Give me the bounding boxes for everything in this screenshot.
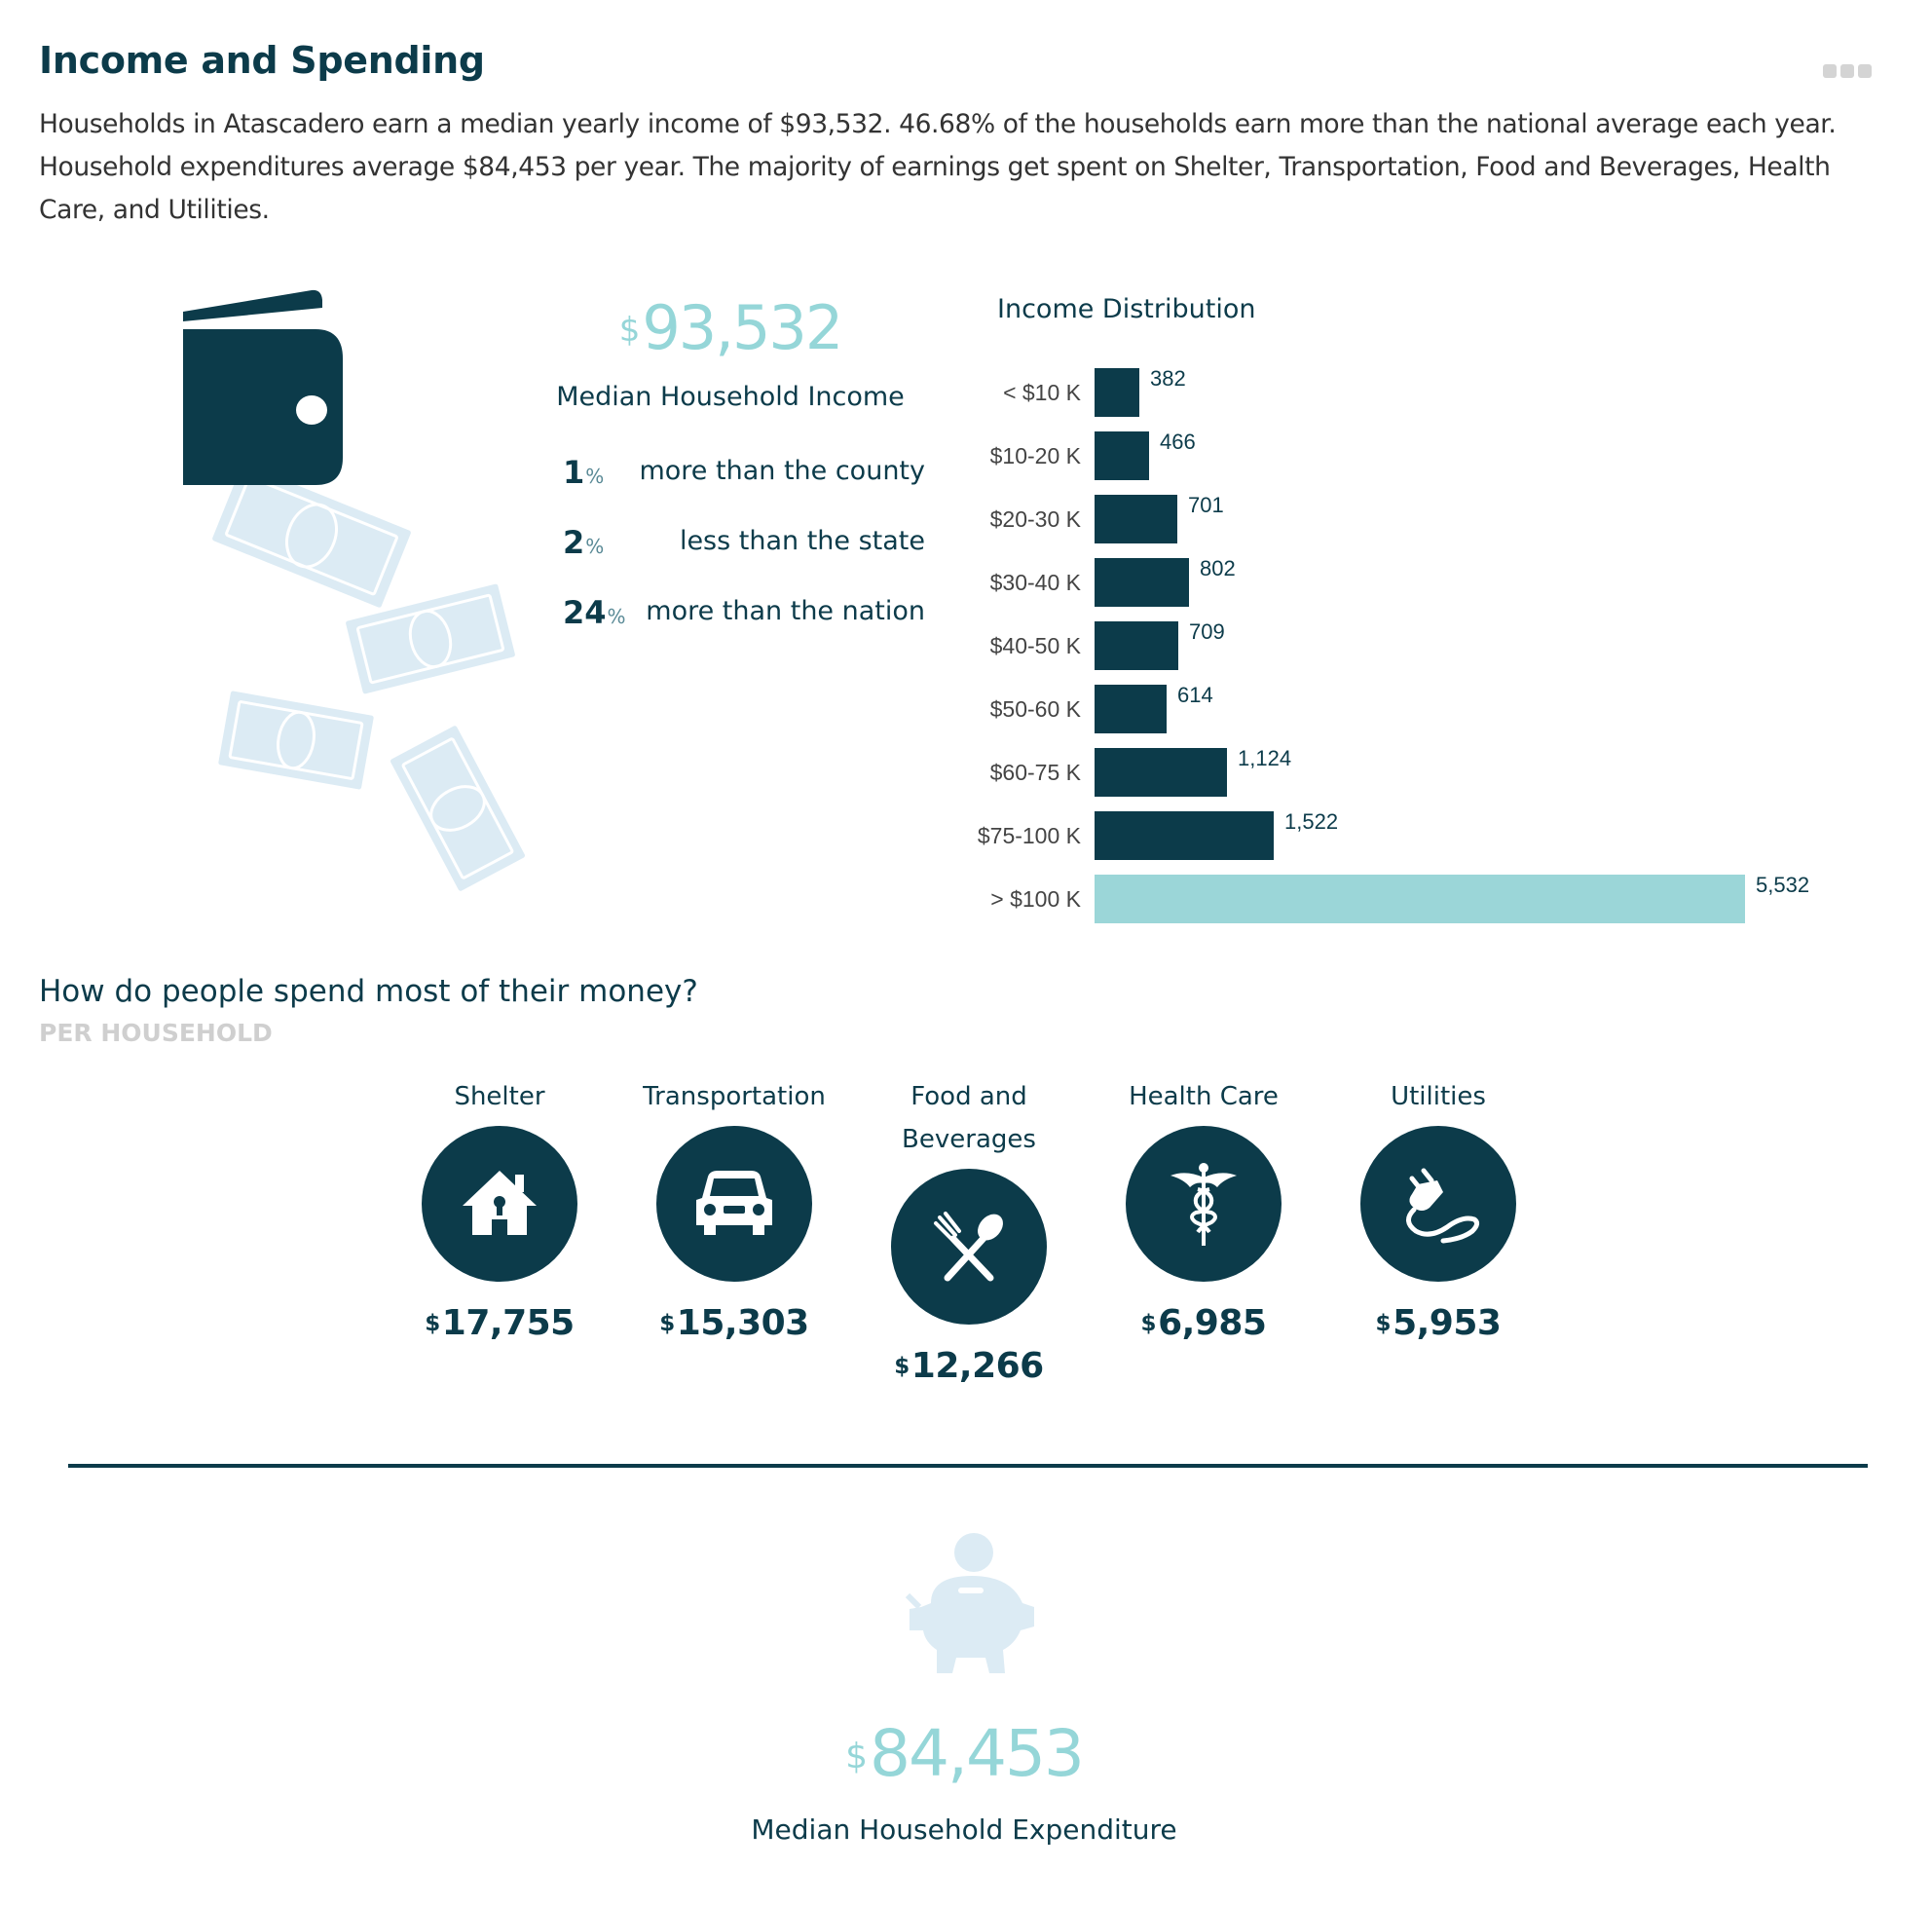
bar[interactable] — [1095, 748, 1227, 797]
category-label: Food and Beverages — [902, 1082, 1036, 1154]
bar[interactable] — [1095, 685, 1167, 733]
chart-row: $60-75 K 1,124 — [935, 746, 1909, 797]
currency-symbol: $ — [845, 1737, 868, 1776]
bar[interactable] — [1095, 811, 1274, 860]
wallet-money-illustration — [183, 289, 529, 894]
comparison-percent: 1% — [563, 454, 605, 491]
bar-value-label: 382 — [1150, 366, 1186, 391]
house-icon — [422, 1126, 577, 1282]
bar-value-label: 466 — [1160, 430, 1196, 454]
chart-row: $10-20 K 466 — [935, 430, 1909, 480]
bar-category-label: $40-50 K — [989, 633, 1081, 658]
bar-category-label: $50-60 K — [989, 696, 1081, 722]
chart-row: $50-60 K 614 — [935, 683, 1909, 733]
chart-row: < $10 K 382 — [935, 366, 1909, 417]
comparison-county: 1% more than the county — [563, 454, 925, 503]
dot-icon — [1858, 64, 1872, 78]
bar[interactable] — [1095, 875, 1745, 923]
bar-value-label: 802 — [1200, 556, 1236, 580]
spending-category-shelter: Shelter $17,755 — [388, 1075, 612, 1343]
category-amount: $17,755 — [425, 1303, 575, 1343]
chart-row: $30-40 K 802 — [935, 556, 1909, 607]
spending-category-utilities: Utilities $5,953 — [1326, 1075, 1550, 1343]
median-income-label: Median Household Income — [556, 382, 905, 412]
dot-icon — [1823, 64, 1837, 78]
wallet-icon — [183, 289, 343, 485]
fork-spoon-icon — [891, 1169, 1047, 1325]
chart-row: $40-50 K 709 — [935, 619, 1909, 670]
bar-category-label: $30-40 K — [989, 570, 1081, 595]
bar-category-label: $60-75 K — [989, 760, 1081, 785]
bar-category-label: < $10 K — [1003, 380, 1081, 405]
chart-row: > $100 K 5,532 — [935, 873, 1909, 923]
median-expenditure-label: Median Household Expenditure — [751, 1814, 1177, 1846]
bar-category-label: $75-100 K — [977, 823, 1081, 848]
caduceus-icon — [1126, 1126, 1282, 1282]
category-amount: $15,303 — [659, 1303, 809, 1343]
bar-category-label: $10-20 K — [989, 443, 1081, 468]
median-expenditure-number: 84,453 — [869, 1716, 1085, 1791]
category-amount: $6,985 — [1140, 1303, 1267, 1343]
bar-value-label: 614 — [1177, 683, 1213, 707]
median-income-number: 93,532 — [642, 292, 843, 363]
bar[interactable] — [1095, 368, 1139, 417]
spending-category-transportation: Transportation $15,303 — [622, 1075, 846, 1343]
bar-category-label: $20-30 K — [989, 506, 1081, 532]
category-label: Transportation — [643, 1082, 826, 1111]
bar-value-label: 709 — [1189, 619, 1225, 644]
comparison-state: 2% less than the state — [563, 524, 925, 573]
comparison-text: more than the nation — [646, 596, 925, 626]
comparison-percent: 2% — [563, 524, 605, 561]
category-label: Utilities — [1391, 1082, 1486, 1111]
comparison-percent: 24% — [563, 594, 626, 631]
category-amount: $5,953 — [1375, 1303, 1502, 1343]
chart-title: Income Distribution — [997, 294, 1256, 324]
comparison-text: less than the state — [679, 526, 925, 556]
bar[interactable] — [1095, 558, 1189, 607]
bar-category-label: > $100 K — [990, 886, 1081, 912]
category-label: Health Care — [1129, 1082, 1279, 1111]
comparison-text: more than the county — [639, 456, 925, 486]
spending-subtitle: PER HOUSEHOLD — [39, 1019, 273, 1047]
section-title: Income and Spending — [39, 39, 485, 82]
spending-category-health-care: Health Care $6,985 — [1092, 1075, 1316, 1343]
chart-row: $75-100 K 1,522 — [935, 809, 1909, 860]
category-amount: $12,266 — [894, 1346, 1044, 1386]
bar[interactable] — [1095, 431, 1149, 480]
more-options-button[interactable] — [1823, 64, 1872, 78]
category-label: Shelter — [454, 1082, 545, 1111]
falling-bill-icon — [209, 461, 529, 894]
bar-value-label: 1,124 — [1238, 746, 1292, 770]
bar-value-label: 701 — [1188, 493, 1224, 517]
section-divider — [68, 1464, 1868, 1468]
bar[interactable] — [1095, 495, 1177, 543]
dot-icon — [1840, 64, 1854, 78]
chart-row: $20-30 K 701 — [935, 493, 1909, 543]
intro-paragraph: Households in Atascadero earn a median y… — [39, 109, 1837, 225]
comparison-nation: 24% more than the nation — [563, 594, 925, 643]
piggy-bank-icon — [905, 1533, 1034, 1673]
median-income-value: $93,532 — [555, 292, 906, 363]
bar-value-label: 1,522 — [1284, 809, 1339, 834]
car-icon — [656, 1126, 812, 1282]
plug-icon — [1360, 1126, 1516, 1282]
currency-symbol: $ — [618, 311, 641, 350]
spending-category-food: Food and Beverages $12,266 — [857, 1075, 1081, 1386]
spending-question: How do people spend most of their money? — [39, 974, 698, 1009]
bar-value-label: 5,532 — [1756, 873, 1810, 897]
median-expenditure-value: $84,453 — [769, 1716, 1159, 1791]
bar[interactable] — [1095, 621, 1178, 670]
